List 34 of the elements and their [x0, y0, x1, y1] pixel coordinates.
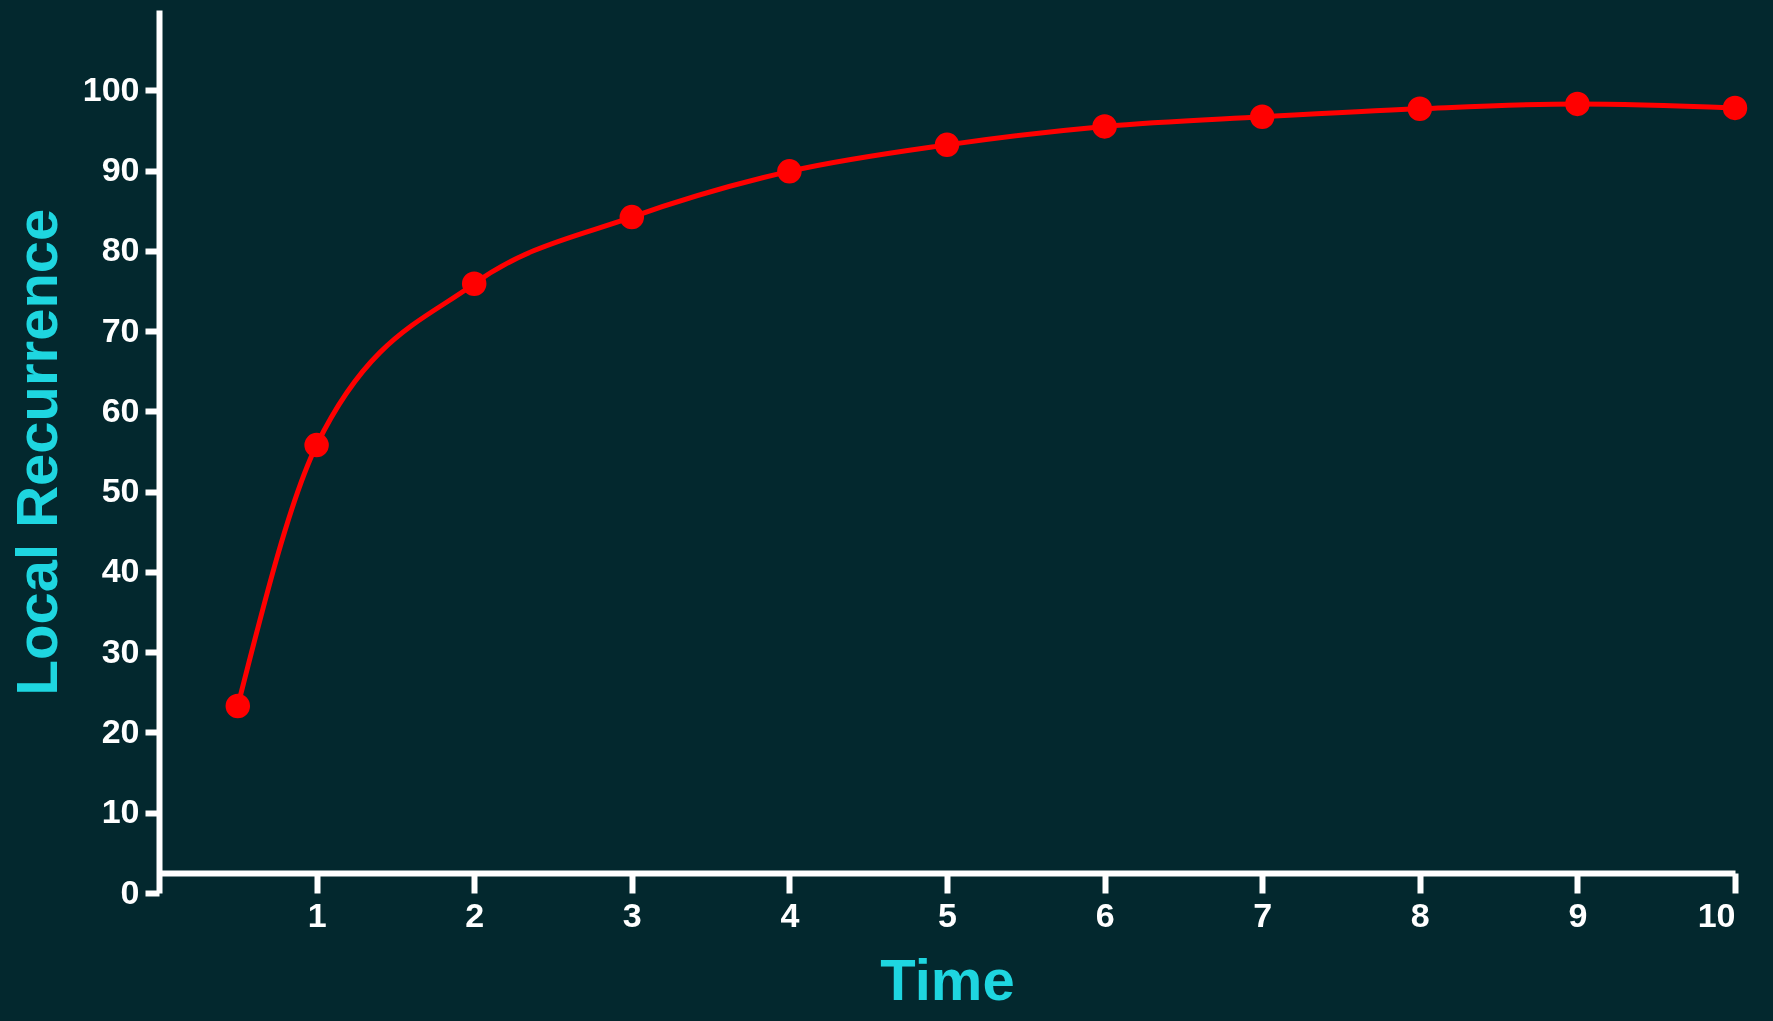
y-tick-label: 90 — [101, 150, 140, 189]
x-tick-label: 10 — [1697, 895, 1736, 934]
y-tick-label: 30 — [101, 631, 140, 670]
point — [934, 132, 960, 158]
x-tick-label: 3 — [622, 895, 642, 934]
y-tick-label: 40 — [101, 551, 140, 590]
y-tick-label: 60 — [101, 390, 140, 429]
y-tick-label: 80 — [101, 230, 140, 269]
point — [304, 432, 329, 458]
point — [461, 271, 487, 296]
point — [1092, 114, 1117, 139]
point — [1565, 91, 1590, 117]
y-tick-label: 10 — [101, 792, 140, 831]
y-tick-label: 100 — [82, 69, 140, 108]
x-tick-label: 1 — [307, 895, 327, 934]
point — [777, 159, 802, 184]
x-tick-label: 7 — [1253, 895, 1273, 934]
x-tick-label: 4 — [780, 895, 800, 934]
y-tick-label: 20 — [101, 711, 140, 750]
point — [1722, 95, 1748, 121]
x-tick-label: 8 — [1410, 895, 1430, 934]
y-tick-label: 70 — [101, 310, 140, 349]
x-tick-label: 6 — [1095, 895, 1115, 934]
point — [1249, 104, 1275, 129]
point — [225, 693, 251, 719]
y-tick-label: 50 — [101, 471, 140, 510]
x-tick-label: 5 — [938, 895, 957, 934]
x-tick-label: 2 — [465, 895, 485, 934]
x-tick-label: 9 — [1568, 895, 1588, 934]
x-axis-title: Time — [880, 946, 1015, 1012]
point — [619, 204, 645, 230]
y-axis-title: Local Recurrence — [3, 208, 69, 696]
y-tick-label: 0 — [120, 872, 140, 911]
point — [1407, 96, 1433, 121]
